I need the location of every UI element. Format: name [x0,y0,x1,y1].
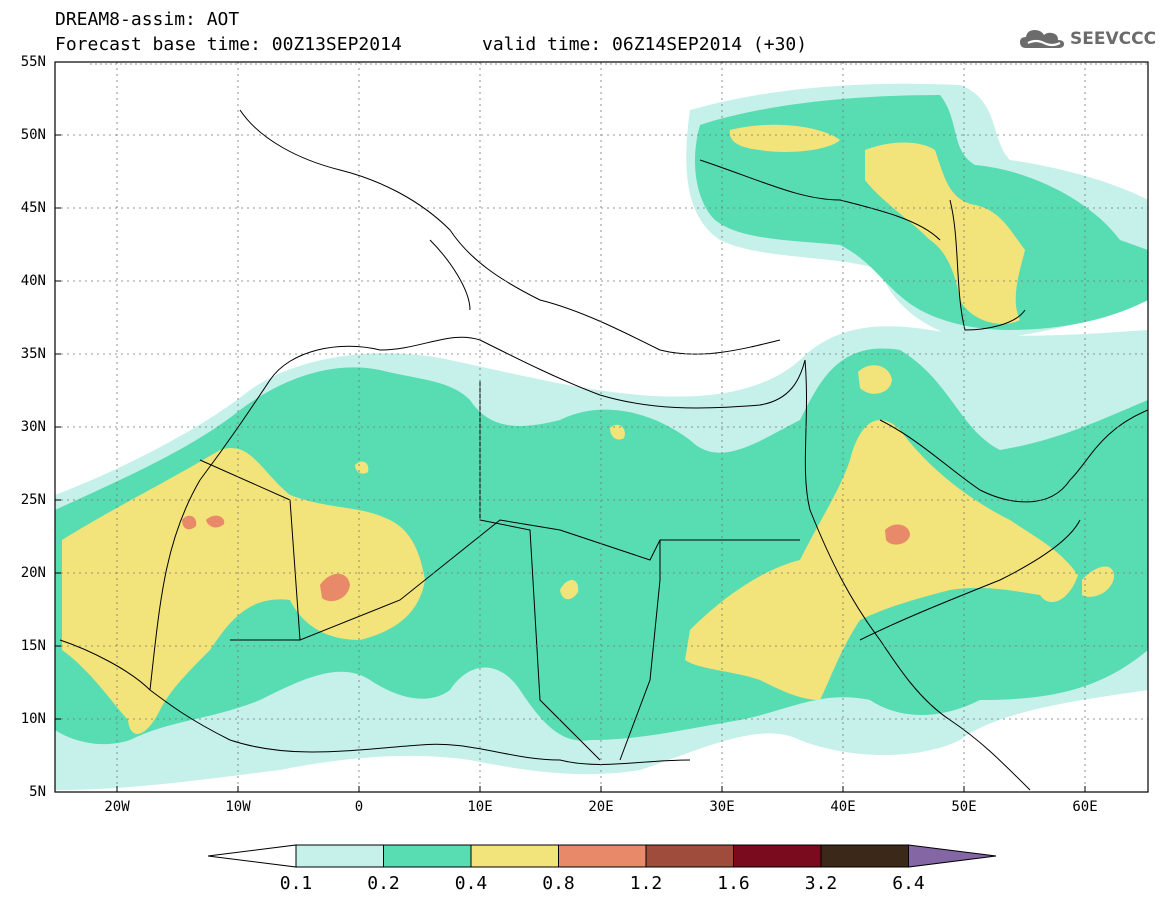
axis-ticks [55,61,1086,793]
lat-label-15n: 15N [20,638,46,654]
graticule [55,62,1148,792]
aot-band-04-north [729,124,1025,324]
colorbar-label-7: 6.4 [892,873,925,894]
colorbar-label-4: 1.2 [629,873,663,894]
lon-label-20e: 20E [588,799,614,815]
colorbar-label-0: 0.1 [279,873,313,894]
colorbar-label-2: 0.4 [454,873,488,894]
colorbar-low-arrow [207,844,297,868]
title-line-2: Forecast base time: 00Z13SEP2014 [55,34,402,55]
lat-label-50n: 50N [20,127,46,143]
lat-label-20n: 20N [20,565,46,581]
title-line-3: valid time: 06Z14SEP2014 (+30) [482,34,808,55]
colorbar-swatch-5 [645,844,734,868]
lon-label-20w: 20W [104,799,130,815]
lon-label-40e: 40E [830,799,856,815]
colorbar-swatch-1 [295,844,384,868]
colorbar-label-3: 0.8 [542,873,575,894]
lat-label-30n: 30N [20,419,46,435]
colorbar-label-1: 0.2 [367,873,400,894]
lon-label-30e: 30E [709,799,735,815]
colorbar-swatch-7 [820,844,909,868]
lon-label-10e: 10E [467,799,493,815]
lon-label-10w: 10W [225,799,251,815]
colorbar-swatch-3 [470,844,559,868]
lat-label-5n: 5N [29,784,46,800]
lon-label-50e: 50E [951,799,977,815]
lon-label-0: 0 [354,799,364,815]
aot-band-04-east [685,420,1078,700]
lat-label-10n: 10N [20,711,46,727]
lat-label-45n: 45N [20,200,46,216]
colorbar-swatch-6 [733,844,822,868]
colorbar-swatch-2 [383,844,472,868]
aot-field [55,83,1148,790]
cloud-icon [1020,30,1064,48]
lat-label-25n: 25N [20,492,46,508]
lat-label-40n: 40N [20,273,46,289]
colorbar [207,844,997,868]
coastlines-borders [59,63,1148,791]
lat-label-35n: 35N [20,346,46,362]
lon-label-60e: 60E [1072,799,1098,815]
seevccc-logo: SEEVCCC [1018,26,1156,52]
colorbar-label-5: 1.6 [717,873,750,894]
colorbar-swatch-4 [558,844,647,868]
colorbar-label-6: 3.2 [804,873,838,894]
title-line-1: DREAM8-assim: AOT [55,9,240,30]
colorbar-high-arrow [908,844,997,868]
lat-label-55n: 55N [20,54,46,70]
logo-text: SEEVCCC [1070,29,1157,49]
